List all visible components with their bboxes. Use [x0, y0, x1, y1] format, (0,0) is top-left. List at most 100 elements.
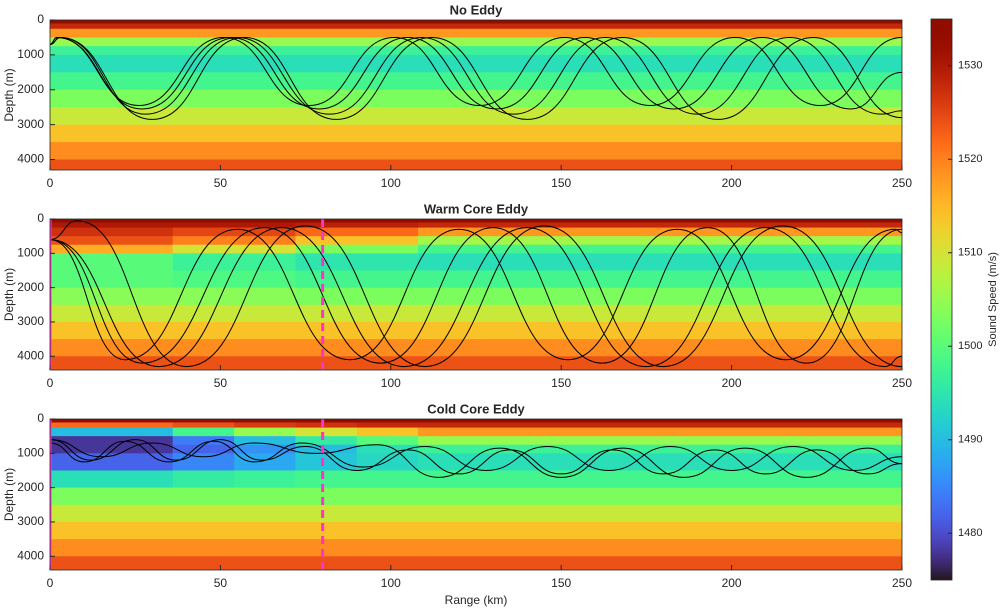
- heat-cell: [234, 539, 296, 557]
- heat-cell: [356, 444, 419, 454]
- heat-cell: [295, 304, 419, 323]
- heat-cell: [295, 219, 419, 223]
- heat-cell: [418, 539, 902, 557]
- plot-area: [50, 219, 902, 370]
- colorbar-tick-label: 1510: [958, 247, 982, 259]
- heat-cell: [356, 539, 419, 557]
- x-tick-label: 0: [47, 376, 54, 390]
- x-tick-label: 100: [381, 176, 401, 190]
- heat-cell: [234, 444, 296, 454]
- heat-cell: [234, 504, 296, 523]
- heat-cell: [50, 37, 902, 47]
- x-tick-label: 0: [47, 176, 54, 190]
- x-tick-label: 100: [381, 376, 401, 390]
- heat-cell: [172, 444, 235, 454]
- heat-cell: [295, 287, 419, 306]
- heat-cell: [172, 219, 296, 223]
- x-tick-label: 0: [47, 576, 54, 590]
- heat-cell: [172, 487, 235, 506]
- heat-cell: [418, 236, 902, 246]
- chart-title: Cold Core Eddy: [427, 401, 525, 416]
- heat-cell: [50, 159, 902, 170]
- y-axis-label: Depth (m): [2, 268, 16, 321]
- heat-cell: [418, 487, 902, 506]
- heat-cell: [172, 453, 235, 471]
- heat-cell: [418, 270, 902, 289]
- chart-title: No Eddy: [450, 2, 503, 17]
- heat-cell: [295, 253, 419, 271]
- heat-cell: [50, 253, 174, 271]
- y-tick-label: 1000: [17, 445, 44, 459]
- heat-cell: [295, 339, 419, 357]
- axes-box: [49, 19, 903, 171]
- x-tick-label: 250: [892, 576, 912, 590]
- heat-cell: [50, 304, 174, 323]
- heat-cell: [172, 227, 296, 237]
- heat-cell: [50, 28, 902, 38]
- heat-cell: [50, 107, 902, 126]
- x-tick-label: 200: [722, 176, 742, 190]
- y-axis-label: Depth (m): [2, 468, 16, 521]
- heat-cell: [295, 321, 419, 340]
- heat-cell: [50, 222, 174, 229]
- heat-cell: [295, 444, 358, 454]
- heat-cell: [418, 470, 902, 489]
- ray: [50, 228, 902, 361]
- heat-cell: [418, 287, 902, 306]
- heat-cell: [295, 270, 419, 289]
- heat-cell: [234, 419, 296, 423]
- heat-cell: [50, 487, 174, 506]
- heat-cell: [50, 54, 902, 73]
- heat-cell: [50, 72, 902, 91]
- ray: [50, 36, 902, 106]
- ray: [50, 440, 902, 471]
- heat-cell: [50, 427, 174, 437]
- heat-cell: [234, 487, 296, 506]
- y-tick-label: 0: [37, 411, 44, 425]
- heat-cell: [295, 356, 419, 370]
- heat-cell: [295, 419, 358, 423]
- heat-cell: [50, 444, 174, 454]
- y-tick-label: 3000: [17, 117, 44, 131]
- axes-box: [49, 218, 903, 371]
- heat-cell: [172, 470, 235, 489]
- heat-cell: [418, 422, 902, 429]
- y-tick-label: 3000: [17, 514, 44, 528]
- heat-cell: [50, 270, 174, 289]
- heat-cell: [295, 427, 358, 437]
- ray: [50, 36, 902, 115]
- heat-cell: [234, 422, 296, 429]
- heat-cell: [234, 556, 296, 570]
- heat-cell: [356, 436, 419, 446]
- y-tick-label: 4000: [17, 348, 44, 362]
- colorbar-tick-label: 1480: [958, 527, 982, 539]
- heat-cell: [356, 487, 419, 506]
- y-tick-label: 4000: [17, 548, 44, 562]
- heat-cell: [50, 539, 174, 557]
- y-tick-label: 2000: [17, 280, 44, 294]
- heat-cell: [172, 419, 235, 423]
- x-axis-label: Range (km): [445, 593, 508, 607]
- heat-cell: [172, 304, 296, 323]
- heat-cell: [418, 339, 902, 357]
- ray: [50, 36, 902, 120]
- heat-cell: [50, 124, 902, 143]
- x-tick-label: 250: [892, 376, 912, 390]
- heat-cell: [295, 521, 358, 540]
- heat-cell: [418, 504, 902, 523]
- heat-cell: [50, 20, 902, 24]
- y-axis-label: Depth (m): [2, 68, 16, 121]
- heat-cell: [172, 339, 296, 357]
- heat-cell: [172, 556, 235, 570]
- heat-cell: [356, 427, 419, 437]
- heat-cell: [234, 436, 296, 446]
- heat-cell: [356, 504, 419, 523]
- heat-cell: [418, 427, 902, 437]
- heat-cell: [356, 419, 419, 423]
- heat-cell: [50, 219, 174, 223]
- x-tick-label: 200: [722, 376, 742, 390]
- heat-cell: [50, 422, 174, 429]
- heat-cell: [295, 222, 419, 229]
- x-tick-label: 50: [214, 176, 228, 190]
